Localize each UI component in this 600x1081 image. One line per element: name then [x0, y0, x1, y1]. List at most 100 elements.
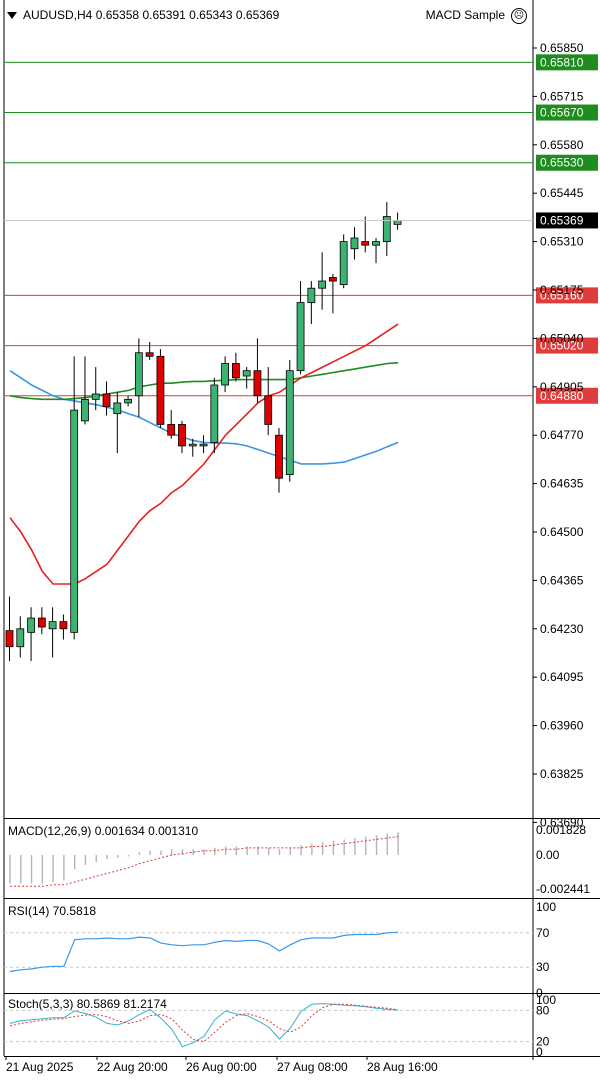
level-price-label: 0.65530: [540, 156, 584, 170]
price-tick-label: 0.64770: [540, 428, 584, 442]
candle: [102, 381, 111, 416]
grid-layer: [3, 0, 600, 1060]
candle-body: [91, 393, 100, 400]
price-tick-label: 0.64905: [540, 380, 584, 394]
candle-body: [242, 370, 251, 377]
price-tick-label: 0.64365: [540, 573, 584, 587]
candle: [231, 352, 240, 382]
candle-body: [145, 352, 154, 357]
candle: [27, 607, 35, 662]
candle: [81, 356, 89, 425]
candle: [178, 420, 186, 454]
expert-advisor-label[interactable]: MACD Sample ☹: [426, 8, 527, 24]
candle-body: [102, 393, 111, 407]
current-price-label: 0.65369: [540, 213, 584, 227]
candle: [318, 252, 327, 310]
candle: [188, 438, 197, 457]
candle-body: [328, 277, 337, 282]
ohlc-close: 0.65369: [235, 8, 280, 22]
level-price-tag: [536, 54, 598, 71]
level-price-tag: [536, 104, 598, 121]
ohlc-high: 0.65391: [142, 8, 186, 22]
price-tick-label: 0.63960: [540, 719, 584, 733]
candle-body: [296, 302, 305, 372]
chart-header: AUDUSD,H4 0.65358 0.65391 0.65343 0.6536…: [0, 0, 533, 32]
level-price-label: 0.65160: [540, 288, 584, 302]
candle-body: [5, 630, 14, 648]
rsi-label: RSI(14) 70.5818: [8, 904, 96, 918]
level-price-tag: [536, 154, 598, 171]
level-price-label: 0.65670: [540, 106, 584, 120]
candle: [124, 395, 132, 407]
sad-face-icon[interactable]: ☹: [511, 8, 527, 24]
candle: [285, 359, 294, 482]
candle: [382, 202, 391, 256]
candle: [145, 341, 154, 360]
level-price-label: 0.65810: [540, 55, 584, 69]
candle: [113, 392, 122, 454]
stoch-label: Stoch(5,3,3) 80.5869 81.2174: [8, 997, 167, 1011]
level-price-label: 0.65020: [540, 339, 584, 353]
rsi-line: [9, 931, 399, 973]
candle: [328, 273, 337, 314]
candle-body: [393, 220, 402, 225]
level-price-tag: [536, 337, 598, 354]
level-price-tag: [536, 387, 598, 404]
ma-blue-line: [9, 370, 399, 465]
candle-body: [134, 352, 143, 397]
candle-body: [188, 443, 197, 447]
dropdown-triangle-icon[interactable]: [7, 12, 17, 20]
rsi-tick-label: 30: [536, 960, 550, 974]
price-tick-label: 0.64635: [540, 477, 584, 491]
candle: [361, 216, 370, 253]
stoch-signal-line: [9, 1003, 399, 1043]
candle-body: [199, 443, 208, 447]
rsi-tick-label: 70: [536, 926, 550, 940]
price-tick-label: 0.65850: [540, 41, 584, 55]
price-tick-label: 0.64230: [540, 622, 584, 636]
candle: [37, 607, 46, 635]
price-tick-label: 0.65445: [540, 186, 584, 200]
time-tick-label: 21 Aug 2025: [6, 1060, 74, 1074]
candle-body: [37, 617, 46, 628]
candle: [264, 367, 273, 436]
candle: [253, 338, 262, 403]
candle-body: [210, 384, 219, 443]
ma-red-line: [9, 323, 399, 585]
macd-signal-line: [10, 836, 399, 887]
symbol-name: AUDUSD,H4: [23, 8, 93, 22]
price-axis[interactable]: 0.65850 0.65715 0.65580 0.65445 0.65310 0.651…: [4, 41, 598, 829]
symbol-title[interactable]: AUDUSD,H4 0.65358 0.65391 0.65343 0.6536…: [7, 8, 279, 22]
horizontal-levels[interactable]: 0.65810 0.65670 0.65530 0.65160 0.65020 0.648…: [4, 54, 598, 404]
moving-averages: [9, 323, 399, 585]
candle: [221, 356, 230, 393]
candle: [70, 356, 79, 640]
candle-body: [16, 628, 25, 648]
stoch-tick-label: 80: [536, 1003, 550, 1017]
ohlc-low: 0.65343: [189, 8, 233, 22]
candle-body: [221, 363, 230, 386]
candle-body: [372, 241, 380, 246]
current-price-tag: [536, 212, 598, 229]
time-axis[interactable]: 21 Aug 2025 22 Aug 20:00 26 Aug 00:00 27 Au…: [5, 1056, 438, 1074]
price-tick-label: 0.63825: [540, 767, 584, 781]
candle-body: [339, 241, 348, 286]
price-tick-label: 0.65715: [540, 89, 584, 103]
candle: [199, 435, 208, 454]
stoch-main-line: [9, 1003, 399, 1048]
candle: [167, 410, 176, 439]
stoch-tick-label: 20: [536, 1035, 550, 1049]
macd-tick-label: 0.001828: [536, 823, 586, 837]
rsi-tick-label: 0: [536, 986, 543, 1000]
indicator-subwindows: MACD(12,26,9) 0.001634 0.001310 0.001828 0…: [4, 823, 590, 1059]
candle-body: [382, 216, 391, 243]
price-tick-label: 0.65040: [540, 331, 584, 345]
level-price-tag: [536, 287, 598, 304]
candle-body: [253, 370, 262, 397]
price-tick-label: 0.63690: [540, 815, 584, 829]
price-tick-label: 0.64095: [540, 670, 584, 684]
price-tick-label: 0.64500: [540, 525, 584, 539]
macd-label: MACD(12,26,9) 0.001634 0.001310: [8, 824, 198, 838]
